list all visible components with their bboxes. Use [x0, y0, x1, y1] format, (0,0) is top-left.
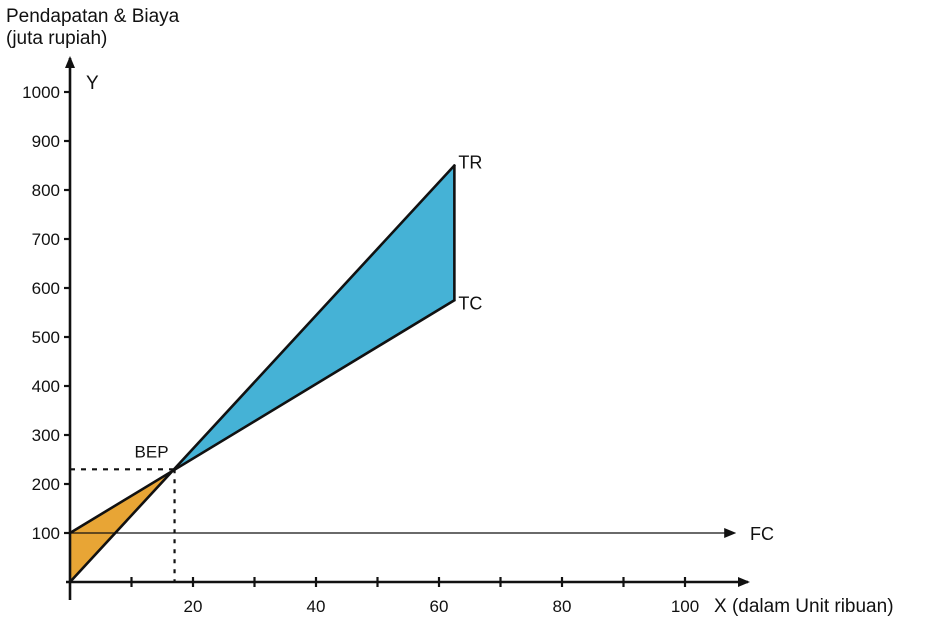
y-tick-label-700: 700	[32, 230, 60, 249]
y-axis-title-line-1: Pendapatan & Biaya	[6, 6, 180, 27]
bep-label: BEP	[135, 442, 169, 461]
y-tick-label-200: 200	[32, 475, 60, 494]
y-axis-title-line-2: (juta rupiah)	[6, 28, 108, 49]
x-tick-label-60: 60	[430, 597, 449, 616]
tr-line	[68, 164, 456, 584]
x-tick-label-40: 40	[307, 597, 326, 616]
y-axis-letter: Y	[86, 73, 99, 94]
tc-label: TC	[458, 293, 482, 313]
y-tick-label-300: 300	[32, 426, 60, 445]
x-axis-title: X (dalam Unit ribuan)	[714, 596, 894, 617]
y-tick-label-400: 400	[32, 377, 60, 396]
x-tick-label-20: 20	[184, 597, 203, 616]
y-tick-label-600: 600	[32, 279, 60, 298]
y-tick-label-500: 500	[32, 328, 60, 347]
fc-label: FC	[750, 524, 774, 544]
x-tick-label-100: 100	[671, 597, 699, 616]
y-axis-title: Pendapatan & Biaya (juta rupiah)	[6, 6, 179, 50]
y-tick-label-900: 900	[32, 132, 60, 151]
tr-label: TR	[458, 153, 482, 173]
y-tick-label-800: 800	[32, 181, 60, 200]
y-tick-label-1000: 1000	[22, 83, 60, 102]
tc-line	[68, 298, 456, 535]
x-tick-label-80: 80	[553, 597, 572, 616]
y-tick-label-100: 100	[32, 524, 60, 543]
